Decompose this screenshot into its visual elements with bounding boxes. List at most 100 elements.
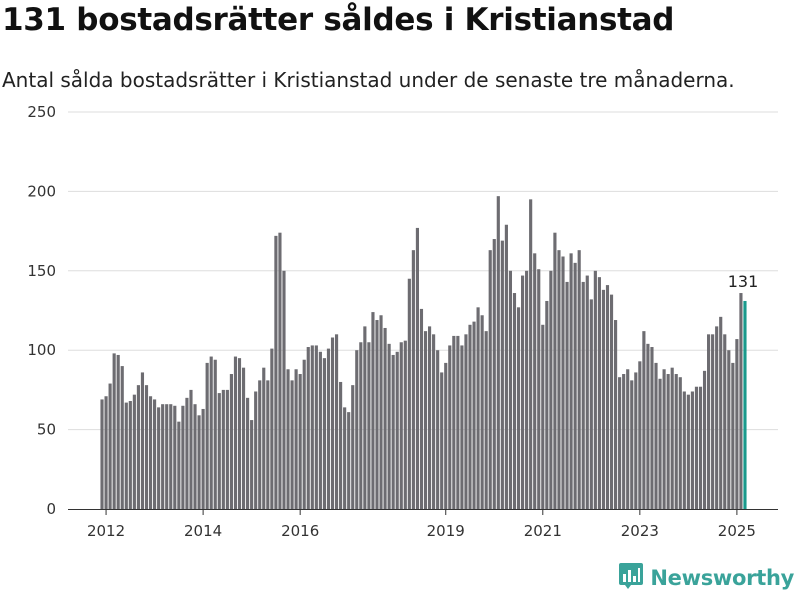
bar [553,232,557,509]
bar [423,331,428,509]
bar [379,315,383,509]
bar [557,250,561,509]
bar [646,343,650,509]
bar [678,377,682,509]
bar [520,275,525,509]
bar [626,369,630,509]
bar [711,334,715,509]
bar [108,383,112,509]
bar [339,381,343,509]
bar [120,366,124,509]
bar [250,420,254,509]
bar [213,359,217,509]
bar [589,299,593,509]
bar [715,326,719,509]
bar [476,307,480,509]
bar [427,326,432,509]
bar [719,316,723,509]
bar-highlight [743,300,747,509]
bar [525,270,529,509]
bar [690,391,694,509]
y-tick-label: 250 [27,103,56,121]
bar [440,372,444,509]
bar [355,350,359,509]
bar [246,397,250,509]
bar [694,386,699,509]
bar [233,356,238,509]
bar [274,235,278,510]
bar [217,393,221,509]
page-title: 131 bostadsrätter såldes i Kristianstad [2,2,675,38]
bar [286,369,290,509]
page-subtitle: Antal sålda bostadsrätter i Kristianstad… [2,68,735,92]
bar [116,354,120,509]
bar [622,374,626,509]
bar [638,361,642,509]
bar [464,334,468,509]
bar [577,250,581,509]
bar [674,374,678,509]
x-tick-label: 2014 [184,522,222,540]
bar [205,362,209,509]
x-tick-label: 2023 [621,522,659,540]
bar [112,353,116,509]
bar [258,380,262,509]
bar [581,281,585,509]
bar [452,335,456,509]
bar [221,389,225,509]
bar [124,402,128,509]
bar [367,342,371,509]
bar [266,380,270,509]
bar [144,385,149,509]
bar [472,321,476,509]
bar [391,354,395,509]
bar [189,389,193,509]
bar [456,335,460,509]
bar [609,294,614,509]
y-tick-label: 0 [46,500,56,518]
bar [282,270,286,509]
bar [573,262,577,509]
bar [727,350,731,509]
bar [545,300,549,509]
bar [153,399,157,509]
bar [403,340,407,509]
bar [225,389,229,509]
bar [193,404,197,509]
bar [448,345,452,509]
bar [411,250,415,509]
x-tick-label: 2025 [718,522,756,540]
x-tick-label: 2019 [427,522,465,540]
bar [533,253,537,509]
bar [488,250,492,509]
bar [318,351,322,509]
bar [322,358,326,509]
bar [197,415,201,509]
bar [229,374,233,509]
bar [209,356,213,509]
bar [375,320,379,509]
bar [541,324,545,509]
bar [201,408,205,509]
bar [132,394,136,509]
bar [702,370,707,509]
bar [537,269,541,509]
bar [614,320,618,509]
bar [569,253,573,509]
y-tick-label: 100 [27,341,56,359]
bar [314,345,318,509]
bar [290,380,294,509]
bar [666,374,670,509]
bar [185,397,189,509]
bar [334,334,339,509]
bar [698,386,703,509]
bar [504,224,508,509]
bar [605,285,610,509]
x-tick-label: 2012 [87,522,125,540]
bar [161,404,165,509]
brand-name: Newsworthy [650,566,794,590]
bar [686,394,690,509]
bar [436,350,440,509]
bar [460,345,464,509]
bar [512,293,517,509]
